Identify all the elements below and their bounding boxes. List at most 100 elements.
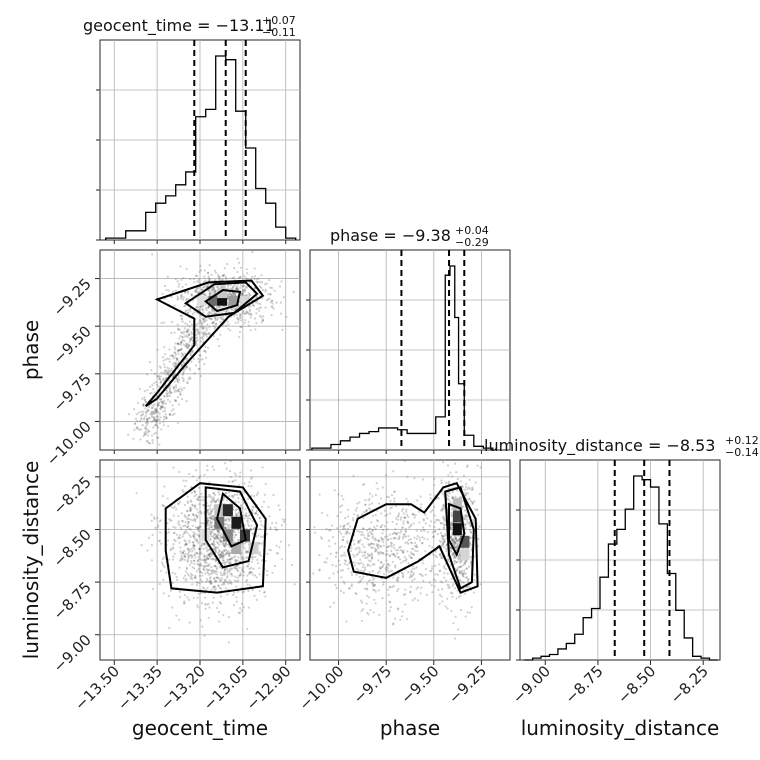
sample-point — [202, 340, 205, 343]
sample-point — [251, 251, 254, 254]
sample-point — [404, 527, 407, 530]
sample-point — [361, 554, 364, 557]
sample-point — [236, 539, 239, 542]
sample-point — [463, 569, 466, 572]
sample-point — [152, 410, 155, 413]
sample-point — [241, 292, 244, 295]
sample-point — [216, 338, 219, 341]
sample-point — [429, 493, 432, 496]
sample-point — [200, 322, 203, 325]
sample-point — [172, 558, 175, 561]
sample-point — [380, 561, 383, 564]
sample-point — [197, 357, 200, 360]
sample-point — [250, 528, 253, 531]
sample-point — [196, 604, 199, 607]
sample-point — [358, 530, 361, 533]
sample-point — [173, 361, 176, 364]
sample-point — [201, 498, 204, 501]
sample-point — [183, 600, 186, 603]
sample-point — [166, 389, 169, 392]
sample-point — [373, 563, 376, 566]
sample-point — [159, 398, 162, 401]
sample-point — [383, 525, 386, 528]
sample-point — [346, 508, 349, 511]
sample-point — [143, 416, 146, 419]
xtick-label-geocent_time-2: −13.20 — [157, 662, 209, 714]
sample-point — [248, 324, 251, 327]
sample-point — [216, 285, 220, 288]
sample-point — [202, 335, 205, 338]
sample-point — [202, 311, 205, 314]
sample-point — [156, 436, 159, 439]
sample-point — [235, 287, 238, 291]
sample-point — [204, 333, 207, 336]
sample-point — [135, 413, 138, 416]
sample-point — [272, 494, 275, 497]
sample-point — [415, 537, 418, 541]
sample-point — [391, 560, 394, 564]
sample-point — [457, 554, 461, 557]
sample-point — [155, 409, 158, 412]
sample-point — [161, 561, 164, 564]
sample-point — [264, 288, 267, 291]
sample-point — [248, 571, 251, 574]
sample-point — [271, 299, 274, 302]
sample-point — [158, 443, 161, 446]
sample-point — [138, 419, 141, 423]
sample-point — [168, 518, 171, 521]
sample-point — [343, 527, 346, 530]
sample-point — [197, 486, 201, 489]
sample-point — [187, 328, 190, 331]
sample-point — [433, 484, 436, 487]
sample-point — [193, 281, 196, 284]
sample-point — [202, 496, 205, 499]
sample-point — [212, 492, 215, 495]
sample-point — [251, 558, 254, 561]
sample-point — [226, 293, 230, 296]
sample-point — [445, 549, 448, 553]
sample-point — [377, 543, 380, 547]
sample-point — [188, 325, 191, 328]
ytick-label-luminosity_distance-2: −8.50 — [50, 526, 95, 571]
sample-point — [199, 570, 202, 574]
sample-point — [171, 355, 174, 358]
panel-frames — [99, 39, 721, 661]
sample-point — [162, 418, 166, 421]
sample-point — [441, 588, 444, 591]
sample-point — [190, 336, 194, 339]
sample-point — [254, 511, 258, 515]
sample-point — [438, 553, 441, 556]
sample-point — [450, 475, 454, 478]
density-bin — [460, 548, 470, 561]
sample-point — [207, 271, 210, 274]
sample-point — [258, 307, 261, 310]
sample-point — [142, 418, 146, 421]
sample-point — [360, 599, 363, 602]
sample-point — [155, 419, 158, 423]
sample-point — [179, 341, 182, 344]
sample-point — [175, 378, 178, 381]
sample-point — [393, 617, 397, 620]
sample-point — [364, 499, 367, 502]
sample-point — [180, 314, 183, 317]
sample-point — [193, 548, 196, 551]
sample-point — [219, 534, 222, 538]
sample-point — [199, 337, 202, 340]
sample-point — [431, 509, 434, 512]
sample-point — [413, 477, 416, 480]
sample-point — [361, 483, 365, 486]
sample-point — [208, 553, 211, 556]
sample-point — [337, 493, 340, 496]
sample-point — [255, 307, 258, 311]
sample-point — [202, 286, 205, 289]
sample-point — [144, 407, 147, 410]
sample-point — [160, 321, 163, 324]
sample-point — [237, 531, 240, 534]
sample-point — [204, 572, 207, 575]
sample-point — [205, 327, 208, 330]
sample-point — [464, 526, 467, 530]
sample-point — [206, 469, 209, 472]
sample-point — [342, 498, 345, 501]
sample-point — [229, 475, 232, 478]
sample-point — [325, 527, 328, 531]
